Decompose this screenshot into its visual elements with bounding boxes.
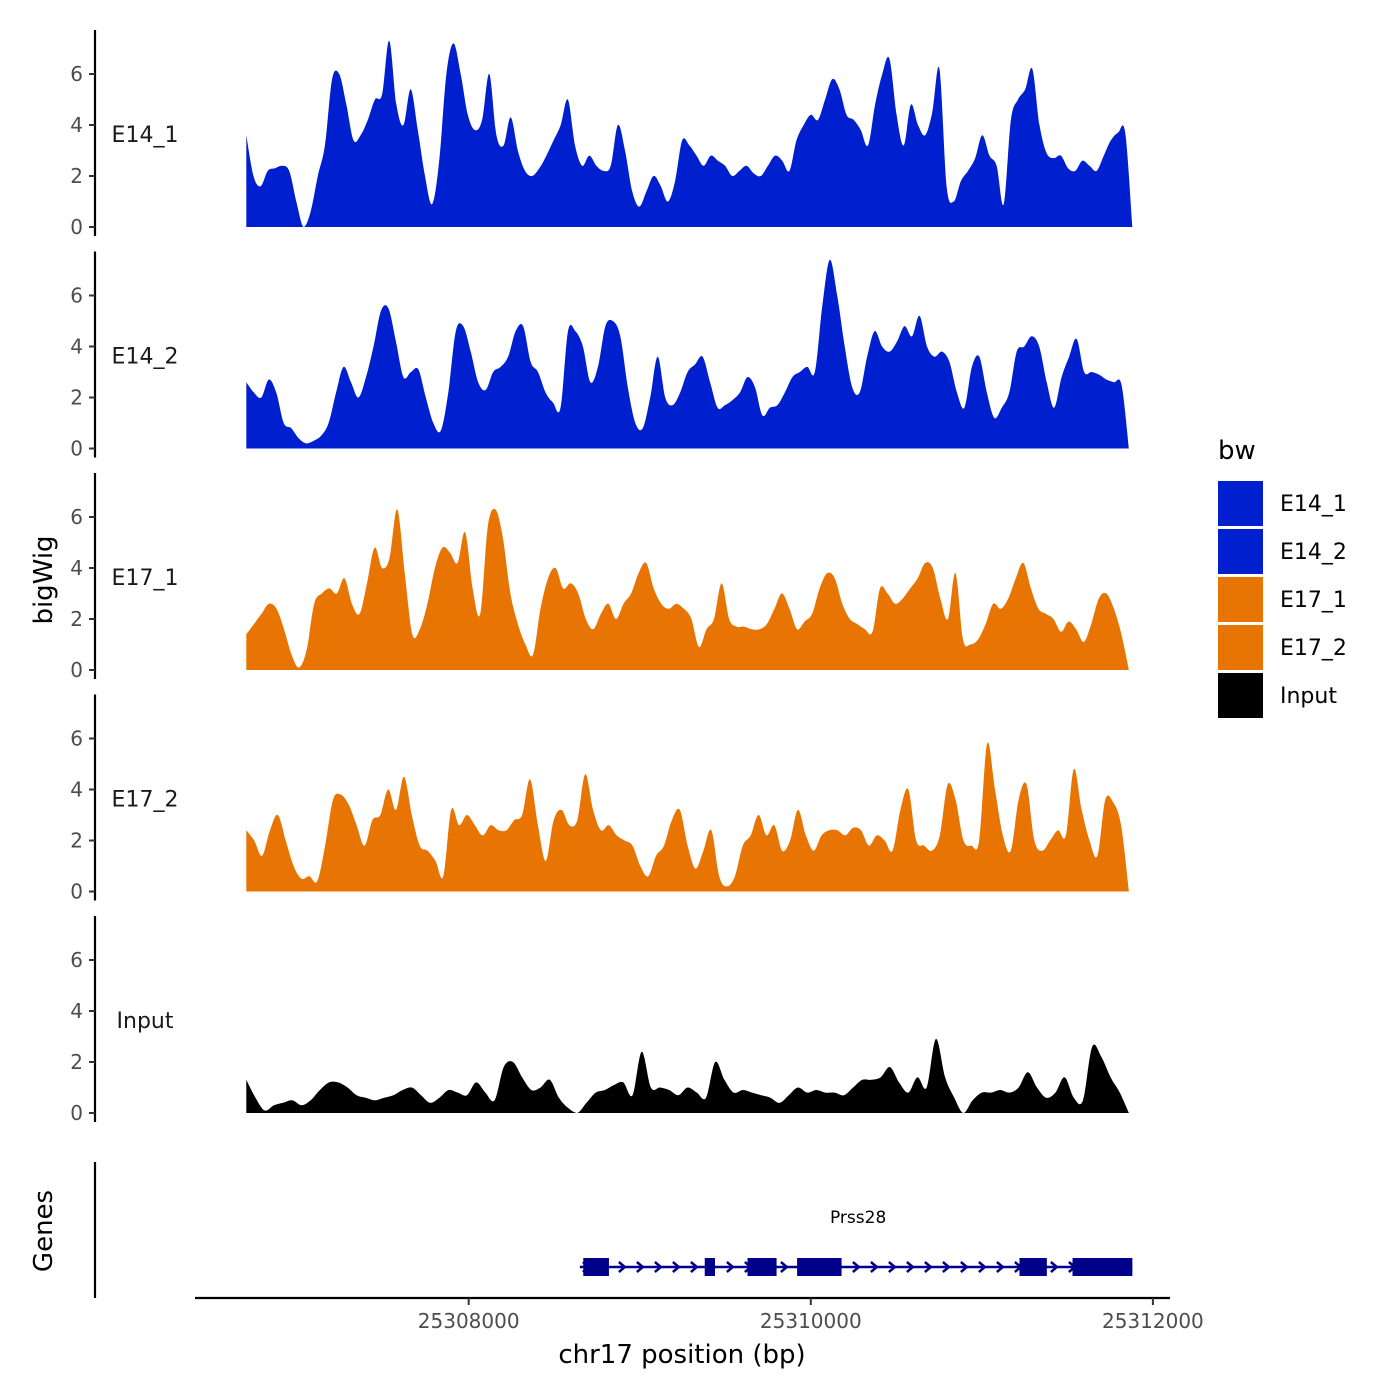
strand-arrow-icon — [906, 1261, 915, 1273]
track-E14_2: 0 2 4 6 E14_2 — [70, 251, 1129, 461]
x-axis-title: chr17 position (bp) — [558, 1340, 805, 1370]
strand-arrow-icon — [1050, 1261, 1059, 1273]
gene-exon — [583, 1258, 609, 1276]
y-tick-label: 0 — [70, 658, 83, 682]
strand-arrow-icon — [924, 1261, 933, 1273]
y-tick-label: 2 — [70, 164, 83, 188]
y-tick-label: 0 — [70, 215, 83, 239]
y-tick-label: 6 — [70, 284, 83, 308]
y-tick-label: 4 — [70, 999, 83, 1023]
x-tick-label: 25312000 — [1102, 1309, 1204, 1333]
gene-exon — [1072, 1258, 1133, 1276]
signal-area-E14_1 — [246, 40, 1133, 227]
y-tick-label: 6 — [70, 505, 83, 529]
x-tick-label: 25310000 — [760, 1309, 862, 1333]
legend-swatch — [1218, 673, 1263, 718]
y-tick-label: 2 — [70, 386, 83, 410]
signal-area-E17_1 — [246, 508, 1129, 670]
y-tick-label: 6 — [70, 948, 83, 972]
legend-label: Input — [1280, 684, 1337, 709]
x-axis: 25308000 25310000 25312000 — [195, 1296, 1204, 1333]
legend-label: E14_1 — [1280, 492, 1347, 517]
signal-area-E17_2 — [246, 742, 1129, 892]
gene-exon — [1019, 1258, 1047, 1276]
strand-arrow-icon — [618, 1261, 627, 1273]
x-tick-label: 25308000 — [418, 1309, 520, 1333]
track-E14_1: 0 2 4 6 E14_1 — [70, 30, 1133, 239]
strand-arrow-icon — [690, 1261, 699, 1273]
y-tick-label: 0 — [70, 437, 83, 461]
y-tick-label: 2 — [70, 829, 83, 853]
y-tick-label: 6 — [70, 62, 83, 86]
track-E17_1: 0 2 4 6 E17_1 — [70, 473, 1129, 682]
bigwig-tracks: 0 2 4 6 E14_1 0 2 4 6 E14_2 0 2 4 6 E17_1 0 2 4 6 E17_2 0 2 4 6… — [70, 30, 1133, 1125]
strand-arrow-icon — [636, 1261, 645, 1273]
y-tick-label: 4 — [70, 113, 83, 137]
y-tick-label: 0 — [70, 1101, 83, 1125]
y-axis-title: bigWig — [29, 535, 59, 624]
y-tick-label: 2 — [70, 607, 83, 631]
strand-arrow-icon — [942, 1261, 951, 1273]
strand-arrow-icon — [654, 1261, 663, 1273]
track-label: E17_2 — [112, 788, 179, 813]
y-tick-label: 0 — [70, 880, 83, 904]
track-label: E14_2 — [112, 345, 179, 370]
legend-swatch — [1218, 625, 1263, 670]
strand-arrow-icon — [672, 1261, 681, 1273]
signal-area-Input — [246, 1038, 1129, 1113]
legend-swatch — [1218, 529, 1263, 574]
gene-track: Prss28 — [93, 1162, 1133, 1298]
track-label: E14_1 — [112, 123, 179, 148]
track-E17_2: 0 2 4 6 E17_2 — [70, 694, 1129, 904]
legend: bw E14_1 E14_2 E17_1 E17_2 Input — [1218, 436, 1347, 718]
track-label: Input — [117, 1009, 174, 1034]
y-tick-label: 2 — [70, 1050, 83, 1074]
legend-swatch — [1218, 481, 1263, 526]
strand-arrow-icon — [978, 1261, 987, 1273]
legend-swatch — [1218, 577, 1263, 622]
gene-name-label: Prss28 — [830, 1208, 886, 1228]
strand-arrow-icon — [996, 1261, 1005, 1273]
strand-arrow-icon — [852, 1261, 861, 1273]
legend-title: bw — [1218, 436, 1256, 466]
legend-label: E17_2 — [1280, 636, 1347, 661]
strand-arrow-icon — [888, 1261, 897, 1273]
strand-arrow-icon — [870, 1261, 879, 1273]
y-tick-label: 4 — [70, 335, 83, 359]
strand-arrow-icon — [726, 1261, 735, 1273]
strand-arrow-icon — [960, 1261, 969, 1273]
y-tick-label: 4 — [70, 556, 83, 580]
signal-area-E14_2 — [246, 259, 1129, 449]
legend-label: E14_2 — [1280, 540, 1347, 565]
gene-track-title: Genes — [29, 1190, 59, 1272]
track-label: E17_1 — [112, 566, 179, 591]
gene-exon — [704, 1258, 715, 1276]
strand-arrow-icon — [780, 1261, 789, 1273]
y-tick-label: 4 — [70, 778, 83, 802]
legend-label: E17_1 — [1280, 588, 1347, 613]
track-Input: 0 2 4 6 Input — [70, 916, 1129, 1125]
y-tick-label: 6 — [70, 727, 83, 751]
gene-exon — [747, 1258, 777, 1276]
gene-exon — [797, 1258, 842, 1276]
